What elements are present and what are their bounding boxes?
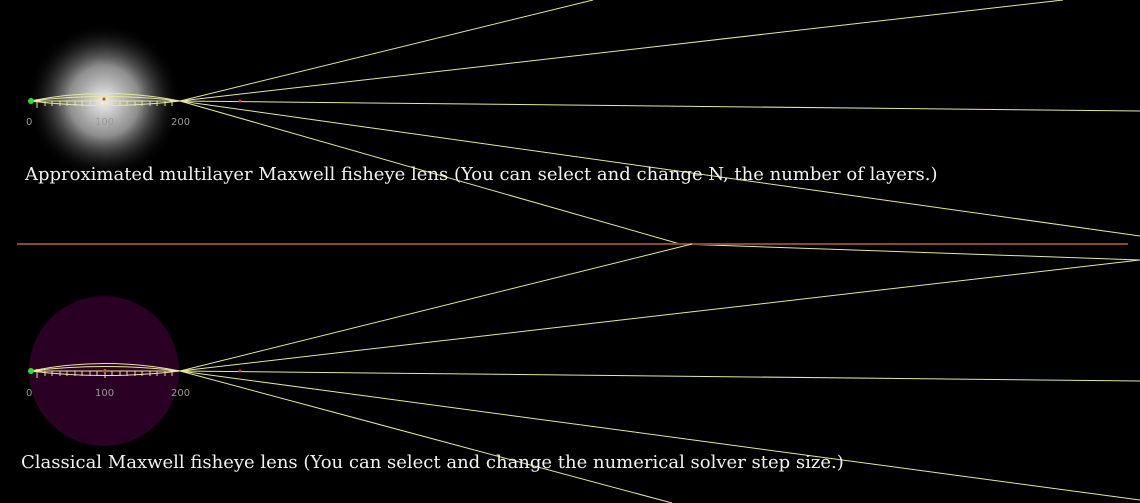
ruler-top[interactable] — [30, 99, 180, 108]
caption-classical: Classical Maxwell fisheye lens (You can … — [21, 452, 844, 473]
caption-multilayer: Approximated multilayer Maxwell fisheye … — [25, 164, 938, 185]
ray — [179, 100, 1140, 237]
tick-label-100: 100 — [95, 388, 114, 399]
ray — [179, 0, 594, 102]
ray — [179, 0, 1064, 102]
ray — [179, 370, 673, 503]
tick-label-200: 200 — [171, 388, 190, 399]
rays-top — [179, 0, 1140, 261]
classical-scene: 0 100 200 — [26, 243, 1140, 503]
marker-point — [102, 97, 106, 101]
multilayer-scene: 0 100 200 — [26, 0, 1140, 261]
ray — [179, 100, 1140, 112]
ray — [179, 370, 1140, 382]
rays-bottom — [179, 243, 1140, 503]
ray — [179, 243, 693, 372]
source-point-top[interactable] — [28, 98, 34, 104]
marker-point — [102, 369, 106, 373]
source-point-bottom[interactable] — [28, 368, 34, 374]
ray — [179, 100, 681, 245]
marker-point — [238, 369, 242, 373]
ray — [179, 370, 1140, 501]
tick-label-100: 100 — [95, 117, 114, 128]
marker-point — [238, 99, 242, 103]
ray — [679, 243, 1140, 261]
tick-label-200: 200 — [171, 117, 190, 128]
ray — [179, 259, 1140, 372]
tick-label-0: 0 — [26, 388, 32, 399]
tick-label-0: 0 — [26, 117, 32, 128]
